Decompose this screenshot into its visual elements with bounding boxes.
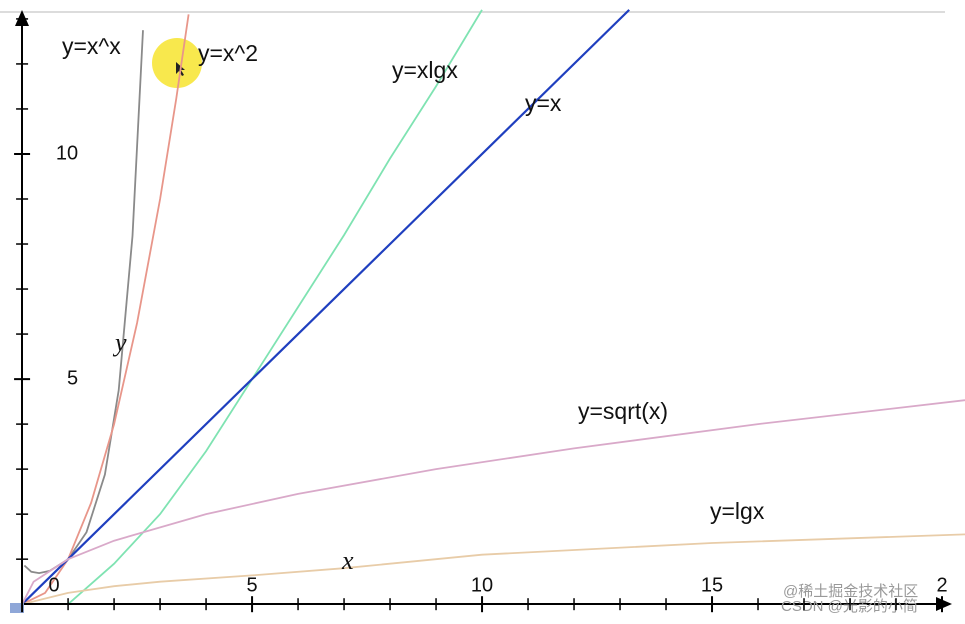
curve <box>21 9 630 605</box>
axis-annotation: x <box>341 546 354 575</box>
watermark: @稀土掘金技术社区 <box>783 583 918 600</box>
x-axis-arrow <box>936 597 952 611</box>
curve <box>23 30 144 575</box>
x-tick-label: 15 <box>701 574 723 596</box>
x-tick-label: 2 <box>936 574 947 596</box>
y-tick-label: 5 <box>67 367 78 389</box>
axis-annotation: y <box>112 328 127 357</box>
curve <box>67 9 483 605</box>
curve-label: y=x^x <box>62 33 121 59</box>
y-axis-arrow <box>15 10 29 26</box>
curve-label: y=x^2 <box>198 40 258 66</box>
curve-label: y=xlgx <box>392 57 458 83</box>
curve <box>21 14 190 606</box>
x-tick-label: 10 <box>471 574 493 596</box>
origin-marker <box>10 603 24 613</box>
curve-label: y=x <box>525 90 562 116</box>
curve <box>21 533 965 606</box>
x-tick-label: 5 <box>246 574 257 596</box>
y-tick-label: 10 <box>56 142 78 164</box>
curve-label: y=sqrt(x) <box>578 398 668 424</box>
curve <box>21 399 965 605</box>
curve-label: y=lgx <box>710 498 765 524</box>
x-tick-label: 0 <box>49 574 60 596</box>
